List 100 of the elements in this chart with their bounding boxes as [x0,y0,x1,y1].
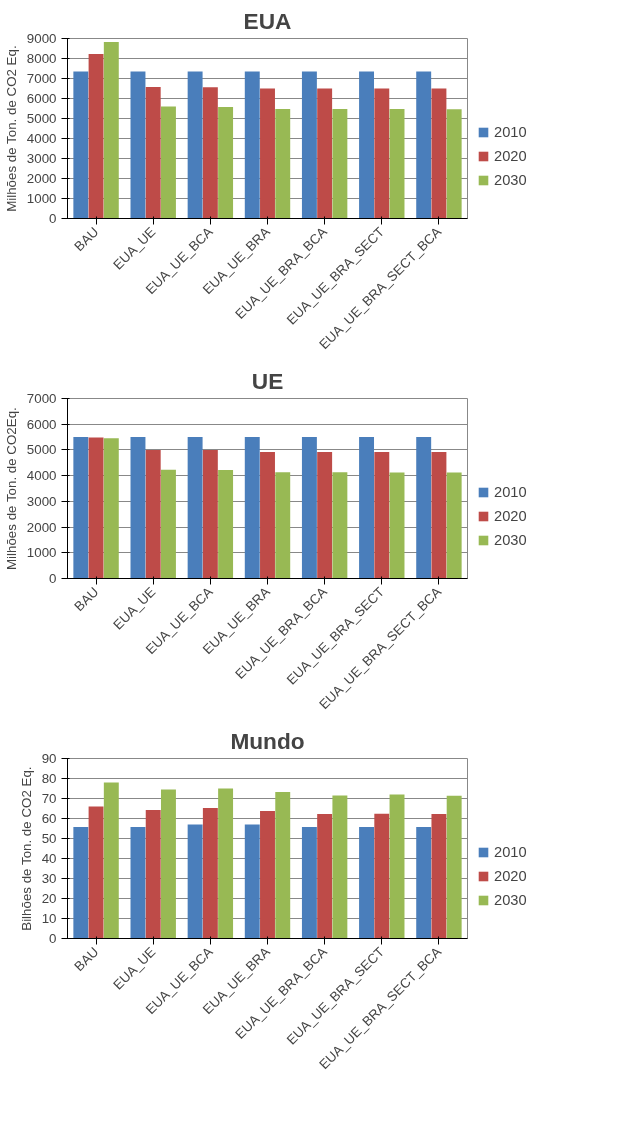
chart-title: Mundo [230,727,305,754]
bar [374,813,390,939]
bar [332,472,348,579]
bar [446,109,462,219]
legend-label: 2010 [494,484,528,500]
bar [260,88,275,219]
bar [202,449,218,579]
y-axis-title: Bilhões de Ton. de CO2 Eq. [18,766,34,931]
bar [202,87,218,219]
y-tick-label: 3000 [26,493,57,509]
bar [416,71,432,219]
bar [359,71,375,219]
y-tick-label: 6000 [26,91,57,106]
bar [431,814,447,939]
legend-label: 2030 [494,892,528,908]
bar [73,437,89,579]
bar [73,827,89,939]
y-tick-label: 10 [41,911,57,926]
bar [187,437,203,579]
bar [374,88,390,219]
legend-label: 2020 [494,508,528,524]
bar [317,88,333,219]
bar [160,469,176,579]
bar [103,438,119,579]
bar [218,106,234,219]
bar [317,451,333,579]
y-tick-label: 20 [41,891,57,906]
bar [359,827,375,939]
bar [244,71,260,219]
bar [103,42,119,219]
bar [103,782,119,939]
y-tick-label: 60 [41,811,57,826]
bar [301,71,317,219]
bar [218,469,234,579]
y-tick-label: 30 [41,871,57,886]
bar [160,106,176,219]
y-tick-label: 9000 [26,31,57,46]
chart-title: UE [251,367,284,394]
bar [160,789,176,939]
bar [332,795,348,939]
y-tick-label: 40 [41,851,57,866]
bar [332,108,348,219]
chart-title: EUA [243,7,292,34]
y-tick-label: 0 [49,211,57,226]
y-tick-label: 7000 [26,391,57,406]
y-axis-title: Milhões de Ton. de CO2Eq. [3,407,19,570]
bar [88,806,104,939]
bar [389,472,405,579]
legend-label: 2010 [494,844,528,860]
bar [275,472,291,579]
legend-label: 2010 [494,124,528,140]
y-tick-label: 4000 [26,468,57,484]
bar [275,108,291,219]
bar [244,824,260,939]
y-tick-label: 1000 [26,191,57,206]
bar [301,827,317,939]
legend-label: 2020 [494,868,528,884]
bar [145,449,161,579]
bar [130,827,146,939]
bar [145,810,161,939]
bar [130,437,146,579]
y-tick-label: 50 [41,831,57,846]
legend-label: 2030 [494,172,528,188]
bar [187,71,203,219]
bar [416,437,432,579]
bar [130,71,146,219]
bar [187,824,203,939]
bar [202,808,218,939]
bar [431,451,447,579]
bar [260,810,275,939]
bar [389,794,405,939]
bar [446,795,462,939]
y-tick-label: 90 [41,751,57,766]
y-tick-label: 70 [41,791,57,806]
y-tick-label: 6000 [26,416,57,432]
y-tick-label: 5000 [26,111,57,126]
bar [73,71,89,219]
bar [301,437,317,579]
bar [88,437,104,579]
y-tick-label: 7000 [26,71,57,86]
y-tick-label: 2000 [26,519,57,535]
bar [431,88,447,219]
y-tick-label: 0 [49,931,57,946]
y-tick-label: 4000 [26,131,57,146]
bar [374,451,390,579]
bar [359,437,375,579]
y-tick-label: 5000 [26,442,57,458]
bar [317,814,333,939]
bar [446,472,462,579]
legend-label: 2030 [494,532,528,548]
bar [145,86,161,219]
bar [244,437,260,579]
y-tick-label: 0 [49,571,57,586]
y-tick-label: 2000 [26,171,57,186]
y-tick-label: 8000 [26,51,57,66]
bar [416,827,432,939]
bar [218,788,234,939]
bar [389,109,405,219]
bar [88,54,104,219]
y-tick-label: 80 [41,771,57,786]
